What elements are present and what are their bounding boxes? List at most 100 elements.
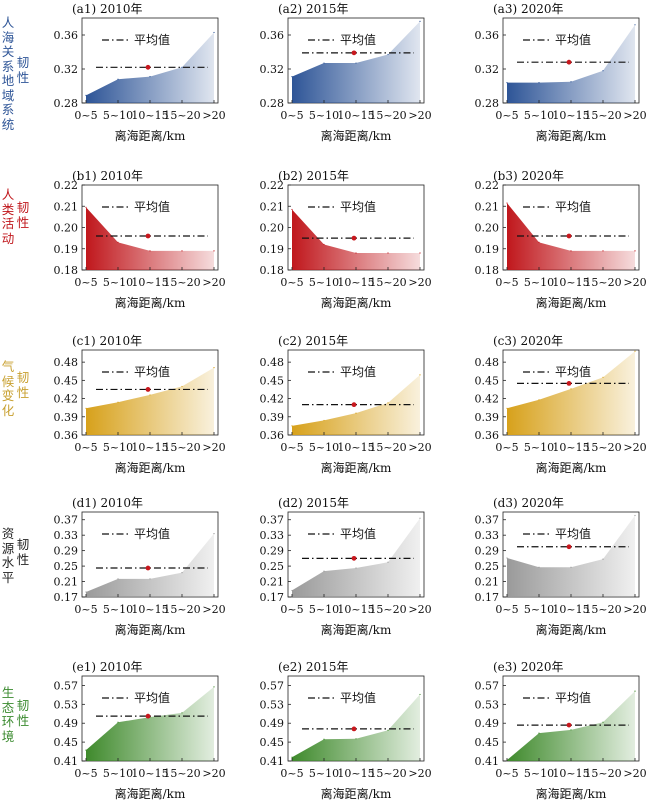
- y-tick-label: 0.45: [260, 736, 285, 749]
- y-tick-label: 0.25: [475, 560, 500, 573]
- x-tick-label: 5~10: [103, 276, 133, 289]
- area-point->20: [634, 250, 636, 252]
- area-point-10~15: [570, 81, 572, 83]
- y-tick-label: 0.39: [475, 411, 500, 424]
- x-tick-label: >20: [202, 767, 225, 780]
- area-point->20: [213, 533, 215, 535]
- y-tick-label: 0.21: [475, 200, 500, 213]
- x-axis-label: 离海距离/km: [536, 295, 607, 310]
- area-series: [292, 21, 420, 103]
- x-tick-label: 15~20: [163, 276, 200, 289]
- area-point-5~10: [323, 570, 325, 572]
- area-point-5~10: [538, 82, 540, 84]
- area-point-10~15: [355, 62, 357, 64]
- area-point->20: [213, 31, 215, 34]
- x-tick-label: 10~15: [552, 603, 589, 616]
- x-axis-label: 离海距离/km: [115, 128, 186, 143]
- area-point-10~15: [570, 388, 572, 390]
- x-tick-label: 15~20: [369, 603, 406, 616]
- legend-label: 平均值: [340, 32, 376, 47]
- mean-marker: [566, 59, 572, 65]
- x-axis-label: 离海距离/km: [115, 786, 186, 801]
- legend-label: 平均值: [134, 526, 170, 541]
- x-axis-label: 离海距离/km: [115, 622, 186, 637]
- y-tick-label: 0.53: [260, 698, 285, 711]
- x-tick-label: >20: [623, 603, 646, 616]
- area-point-0~5: [291, 756, 293, 758]
- y-tick-label: 0.29: [54, 545, 79, 558]
- area-point->20: [419, 517, 421, 519]
- panel-title: (e1) 2010年: [72, 660, 142, 674]
- area-series: [86, 686, 214, 761]
- y-tick-label: 0.19: [475, 243, 500, 256]
- area-point-0~5: [506, 407, 508, 409]
- x-tick-label: >20: [623, 276, 646, 289]
- y-tick-label: 0.22: [260, 179, 285, 192]
- x-axis-label: 离海距离/km: [536, 460, 607, 475]
- y-tick-label: 0.21: [475, 576, 500, 589]
- x-tick-label: 5~10: [309, 276, 339, 289]
- x-tick-label: 15~20: [584, 276, 621, 289]
- area-point-0~5: [85, 206, 87, 208]
- area-point-10~15: [570, 566, 572, 568]
- y-tick-label: 0.49: [475, 717, 500, 730]
- area-point-0~5: [506, 557, 508, 559]
- area-point-0~5: [85, 591, 87, 593]
- y-tick-label: 0.28: [475, 97, 500, 110]
- area-point-15~20: [181, 385, 183, 388]
- area-point-5~10: [117, 78, 119, 80]
- area-series: [507, 691, 635, 761]
- x-axis-label: 离海距离/km: [536, 622, 607, 637]
- x-tick-label: 10~15: [337, 767, 374, 780]
- x-tick-label: 5~10: [103, 109, 133, 122]
- area-point->20: [634, 514, 636, 517]
- x-tick-label: 5~10: [309, 109, 339, 122]
- y-tick-label: 0.19: [260, 243, 285, 256]
- y-tick-label: 0.37: [475, 514, 500, 527]
- x-tick-label: 5~10: [524, 441, 554, 454]
- area-point-10~15: [355, 252, 357, 254]
- area-series: [292, 374, 420, 435]
- y-tick-label: 0.41: [260, 755, 285, 768]
- y-tick-label: 0.21: [260, 200, 285, 213]
- x-tick-label: 10~15: [552, 276, 589, 289]
- area-point-15~20: [602, 70, 604, 72]
- row-category-label: 气候变化: [1, 359, 15, 418]
- x-axis-label: 离海距离/km: [321, 460, 392, 475]
- y-tick-label: 0.33: [475, 529, 500, 542]
- x-tick-label: 5~10: [524, 767, 554, 780]
- x-axis-label: 离海距离/km: [115, 460, 186, 475]
- x-tick-label: 10~15: [552, 109, 589, 122]
- panel-title: (c1) 2010年: [72, 334, 142, 348]
- y-tick-label: 0.37: [260, 514, 285, 527]
- x-tick-label: 10~15: [337, 109, 374, 122]
- legend-label: 平均值: [555, 32, 591, 47]
- panel-title: (e2) 2015年: [278, 660, 348, 674]
- x-tick-label: 0~5: [280, 109, 303, 122]
- x-tick-label: >20: [202, 276, 225, 289]
- area-point-15~20: [602, 558, 604, 560]
- x-tick-label: 10~15: [552, 767, 589, 780]
- y-tick-label: 0.29: [475, 545, 500, 558]
- x-axis-label: 离海距离/km: [536, 128, 607, 143]
- x-tick-label: 10~15: [337, 603, 374, 616]
- area-point-0~5: [291, 425, 293, 427]
- legend-label: 平均值: [555, 199, 591, 214]
- mean-marker: [145, 233, 151, 239]
- area-point->20: [634, 24, 636, 26]
- y-tick-label: 0.33: [54, 529, 79, 542]
- y-tick-label: 0.18: [260, 264, 285, 277]
- area-point-5~10: [117, 241, 119, 243]
- panel-title: (d1) 2010年: [72, 496, 143, 510]
- mean-marker: [145, 387, 151, 392]
- area-series: [86, 32, 214, 104]
- x-tick-label: 0~5: [280, 441, 303, 454]
- area-series: [86, 207, 214, 270]
- area-point-10~15: [355, 567, 357, 569]
- area-point-10~15: [149, 394, 151, 396]
